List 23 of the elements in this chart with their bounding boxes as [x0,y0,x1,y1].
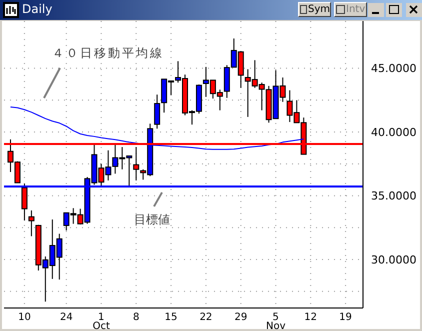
x-tick-label: 15 [164,312,178,323]
candlestick [154,94,160,130]
text: ４０日移動平均線 [52,45,164,62]
candlestick [28,210,34,237]
x-tick-label: 8 [132,312,140,323]
text: Sym [308,3,330,16]
y-tick-label: 30.0000 [371,253,416,266]
text: Intv [346,3,366,16]
x-tick-label: 29 [234,312,248,323]
y-tick-label: 40.0000 [371,126,416,139]
ref-line-label: 目標値 [134,212,170,226]
y-tick-label: 45.0000 [371,62,416,76]
x-tick-label: 5 Nov [266,312,286,331]
y-tick-label: 35.0000 [371,190,416,203]
x-tick-label: 10 [18,312,31,323]
candlestick [21,183,28,221]
x-tick-label: 19 [339,312,352,323]
x-tick-label: 22 [200,312,212,323]
x-tick-label: 24 [60,312,73,323]
candlestick [133,146,140,181]
x-tick-label: 1 Oct [92,312,110,331]
chart-title: Daily [22,2,52,16]
x-tick-label: 12 [304,312,318,323]
